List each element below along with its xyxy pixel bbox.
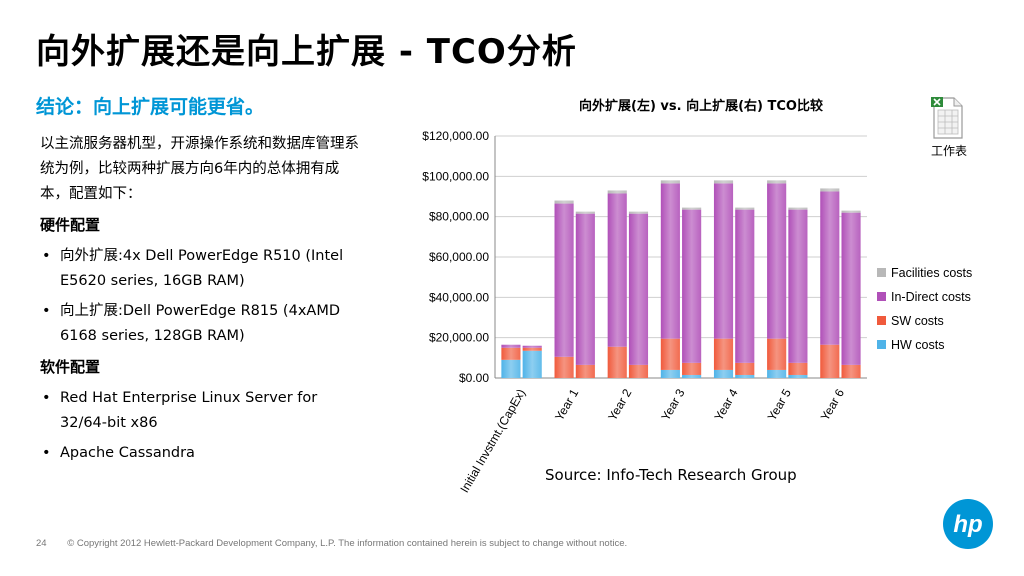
software-item: Apache Cassandra (40, 441, 360, 466)
bar-hw-costsright (788, 374, 808, 378)
bar-in-direct-costsleft (660, 183, 680, 339)
bar-in-direct-costsleft (767, 183, 787, 339)
legend-label: HW costs (891, 338, 944, 352)
page-number: 24 (36, 538, 47, 549)
bar-in-direct-costsleft (820, 191, 840, 345)
x-tick-label: Year 3 (658, 386, 687, 423)
y-tick-label: $20,000.00 (429, 331, 489, 345)
x-tick-label: Year 6 (818, 386, 847, 423)
bar-facilities-costsright (682, 207, 702, 210)
bar-in-direct-costsright (841, 212, 861, 365)
hardware-item: 向上扩展:Dell PowerEdge R815 (4xAMD 6168 ser… (40, 299, 360, 349)
intro-paragraph: 以主流服务器机型，开源操作系统和数据库管理系统为例，比较两种扩展方向6年内的总体… (40, 136, 359, 202)
software-heading: 软件配置 (40, 358, 101, 376)
bar-sw-costsright (841, 364, 861, 378)
bar-hw-costsleft (501, 359, 521, 378)
software-list: Red Hat Enterprise Linux Server for 32/6… (40, 386, 360, 466)
x-tick-label: Year 4 (711, 386, 740, 423)
bar-sw-costsleft (501, 347, 521, 360)
bar-sw-costsright (682, 362, 702, 375)
hp-logo: hp (943, 499, 993, 549)
bar-in-direct-costsright (628, 213, 649, 365)
legend-swatch (877, 292, 886, 301)
legend-swatch (877, 340, 886, 349)
copyright-text: © Copyright 2012 Hewlett-Packard Develop… (67, 538, 628, 549)
hardware-item: 向外扩展:4x Dell PowerEdge R510 (Intel E5620… (40, 244, 360, 294)
bar-sw-costsleft (554, 356, 574, 378)
bar-sw-costsleft (713, 338, 734, 370)
bar-facilities-costsleft (820, 188, 840, 192)
bar-sw-costsleft (767, 338, 787, 370)
tco-chart: 向外扩展(左) vs. 向上扩展(右) TCO比较 $0.00 $20,000.00… (395, 90, 1015, 510)
hp-logo-text: hp (953, 511, 982, 538)
bar-facilities-costsleft (713, 180, 734, 184)
y-tick-label: $40,000.00 (429, 290, 489, 304)
bar-in-direct-costsleft (554, 203, 574, 357)
legend-swatch (877, 316, 886, 325)
spreadsheet-label: 工作表 (930, 144, 967, 158)
bar-hw-costsleft (767, 369, 787, 378)
bar-hw-costsright (735, 374, 755, 378)
legend-label: Facilities costs (891, 266, 972, 280)
bar-facilities-costsright (735, 207, 755, 210)
bar-facilities-costsleft (660, 180, 680, 184)
slide-subtitle: 结论：向上扩展可能更省。 (36, 96, 265, 118)
legend-label: SW costs (891, 314, 944, 328)
bar-facilities-costsleft (767, 180, 787, 184)
bar-sw-costsleft (607, 346, 627, 378)
bar-sw-costsright (788, 362, 808, 375)
legend-label: In-Direct costs (891, 290, 971, 304)
bar-sw-costsright (522, 347, 542, 351)
x-tick-label: Year 5 (765, 386, 794, 423)
bar-in-direct-costsleft (501, 344, 521, 348)
bar-in-direct-costsright (575, 213, 595, 365)
bar-facilities-costsright (575, 211, 595, 214)
bar-sw-costsleft (820, 344, 840, 378)
bar-facilities-costsright (788, 207, 808, 210)
tco-chart-svg: 向外扩展(左) vs. 向上扩展(右) TCO比较 $0.00 $20,000.00… (422, 98, 972, 496)
bar-sw-costsright (575, 364, 595, 378)
bar-sw-costsleft (660, 338, 680, 370)
bar-hw-costsright (522, 350, 542, 378)
bar-facilities-costsright (628, 211, 649, 214)
y-tick-label: $120,000.00 (422, 129, 489, 143)
y-tick-label: $60,000.00 (429, 250, 489, 264)
slide-title: 向外扩展还是向上扩展 - TCO分析 (36, 32, 577, 72)
bar-in-direct-costsright (682, 209, 702, 363)
legend-swatch (877, 268, 886, 277)
bar-facilities-costsleft (607, 190, 627, 194)
bar-hw-costsleft (713, 369, 734, 378)
hardware-heading: 硬件配置 (40, 216, 101, 234)
bar-facilities-costsright (841, 210, 861, 213)
bar-in-direct-costsleft (607, 193, 627, 347)
x-tick-label: Year 1 (552, 386, 581, 423)
bar-sw-costsright (735, 362, 755, 375)
bar-hw-costsright (682, 374, 702, 378)
bar-facilities-costsleft (554, 200, 574, 204)
spreadsheet-icon[interactable] (930, 96, 966, 140)
footer: 24 © Copyright 2012 Hewlett-Packard Deve… (36, 538, 627, 549)
bar-in-direct-costsright (735, 209, 755, 363)
bar-in-direct-costsright (788, 209, 808, 363)
y-tick-label: $0.00 (459, 371, 489, 385)
x-tick-label: Initial Invstmt.(CapEx) (457, 387, 528, 496)
x-tick-label: Year 2 (605, 386, 634, 423)
left-text-panel: 以主流服务器机型，开源操作系统和数据库管理系统为例，比较两种扩展方向6年内的总体… (40, 132, 360, 472)
bar-sw-costsright (628, 364, 649, 378)
software-item: Red Hat Enterprise Linux Server for 32/6… (40, 386, 360, 436)
source-note: Source: Info-Tech Research Group (545, 466, 797, 484)
y-tick-label: $100,000.00 (422, 169, 489, 183)
y-tick-label: $80,000.00 (429, 210, 489, 224)
chart-title: 向外扩展(左) vs. 向上扩展(右) TCO比较 (579, 98, 823, 114)
bar-hw-costsleft (660, 369, 680, 378)
bar-in-direct-costsright (522, 345, 542, 348)
hardware-list: 向外扩展:4x Dell PowerEdge R510 (Intel E5620… (40, 244, 360, 349)
bar-in-direct-costsleft (713, 183, 734, 339)
